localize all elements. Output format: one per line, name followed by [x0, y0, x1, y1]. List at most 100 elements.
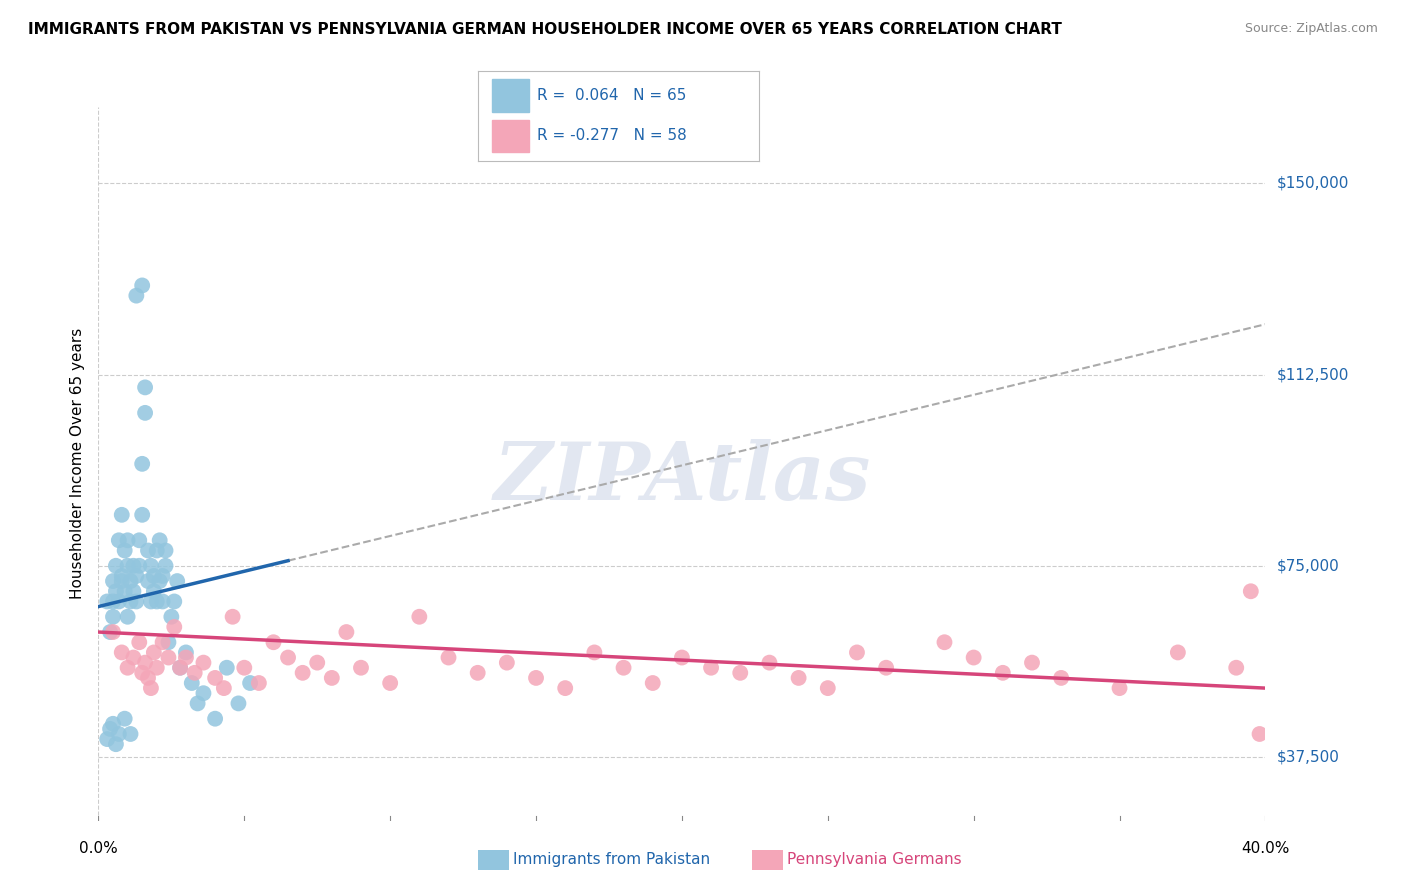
Point: [307, 656, 329, 670]
Point: [378, 676, 402, 690]
Point: [321, 671, 343, 685]
Point: [120, 727, 142, 741]
Point: [187, 697, 209, 711]
Point: [139, 681, 162, 695]
Point: [228, 697, 250, 711]
Point: [104, 584, 127, 599]
Point: [193, 656, 215, 670]
Point: [554, 681, 576, 695]
Point: [108, 594, 131, 608]
Point: [817, 681, 839, 695]
Point: [524, 671, 547, 685]
Text: ZIPAtlas: ZIPAtlas: [494, 440, 870, 516]
Point: [120, 594, 142, 608]
Point: [262, 635, 284, 649]
Point: [1249, 727, 1271, 741]
Point: [101, 574, 124, 588]
Point: [98, 625, 121, 640]
Point: [101, 609, 124, 624]
Y-axis label: Householder Income Over 65 years: Householder Income Over 65 years: [69, 328, 84, 599]
Point: [128, 635, 150, 649]
Text: 40.0%: 40.0%: [1241, 841, 1289, 856]
Point: [157, 635, 180, 649]
Point: [991, 665, 1014, 680]
Point: [183, 665, 205, 680]
Point: [139, 558, 162, 573]
Bar: [492, 79, 529, 112]
Point: [122, 650, 145, 665]
Point: [962, 650, 984, 665]
Point: [277, 650, 299, 665]
Point: [583, 645, 606, 659]
Point: [117, 533, 139, 548]
Point: [131, 457, 153, 471]
Point: [134, 656, 156, 670]
Point: [108, 727, 131, 741]
Point: [142, 645, 165, 659]
Point: [163, 620, 186, 634]
Point: [114, 584, 136, 599]
Point: [233, 661, 256, 675]
Point: [291, 665, 314, 680]
Point: [149, 533, 172, 548]
Point: [1050, 671, 1073, 685]
Point: [136, 671, 159, 685]
Point: [114, 712, 136, 726]
Bar: [492, 120, 529, 152]
Point: [157, 650, 180, 665]
Point: [1240, 584, 1263, 599]
Point: [787, 671, 810, 685]
Point: [335, 625, 357, 640]
Text: R = -0.277   N = 58: R = -0.277 N = 58: [537, 128, 688, 143]
Point: [146, 594, 169, 608]
Point: [174, 645, 197, 659]
Point: [101, 594, 124, 608]
Point: [155, 558, 177, 573]
Point: [136, 574, 159, 588]
Point: [1167, 645, 1189, 659]
Point: [131, 508, 153, 522]
Point: [204, 712, 226, 726]
Point: [117, 661, 139, 675]
Point: [239, 676, 262, 690]
Point: [671, 650, 693, 665]
Text: R =  0.064   N = 65: R = 0.064 N = 65: [537, 88, 686, 103]
Point: [117, 558, 139, 573]
Point: [134, 406, 156, 420]
Point: [125, 569, 148, 583]
Point: [111, 574, 134, 588]
Point: [146, 543, 169, 558]
Point: [215, 661, 238, 675]
Text: $37,500: $37,500: [1277, 749, 1340, 764]
Point: [122, 584, 145, 599]
Point: [104, 737, 127, 751]
Point: [152, 569, 174, 583]
Point: [247, 676, 270, 690]
Point: [193, 686, 215, 700]
Point: [111, 569, 134, 583]
Point: [101, 716, 124, 731]
Point: [845, 645, 868, 659]
Point: [495, 656, 517, 670]
Text: $150,000: $150,000: [1277, 176, 1348, 191]
Point: [1108, 681, 1130, 695]
Point: [174, 650, 197, 665]
Point: [120, 574, 142, 588]
Point: [142, 584, 165, 599]
Text: 0.0%: 0.0%: [79, 841, 118, 856]
Point: [152, 594, 174, 608]
Text: Source: ZipAtlas.com: Source: ZipAtlas.com: [1244, 22, 1378, 36]
Point: [612, 661, 634, 675]
Point: [180, 676, 202, 690]
Point: [169, 661, 191, 675]
Point: [166, 574, 188, 588]
Point: [641, 676, 664, 690]
Point: [125, 288, 148, 302]
Point: [160, 609, 183, 624]
Point: [104, 558, 127, 573]
Point: [139, 594, 162, 608]
Point: [122, 558, 145, 573]
Point: [111, 645, 134, 659]
Point: [152, 635, 174, 649]
Point: [212, 681, 235, 695]
